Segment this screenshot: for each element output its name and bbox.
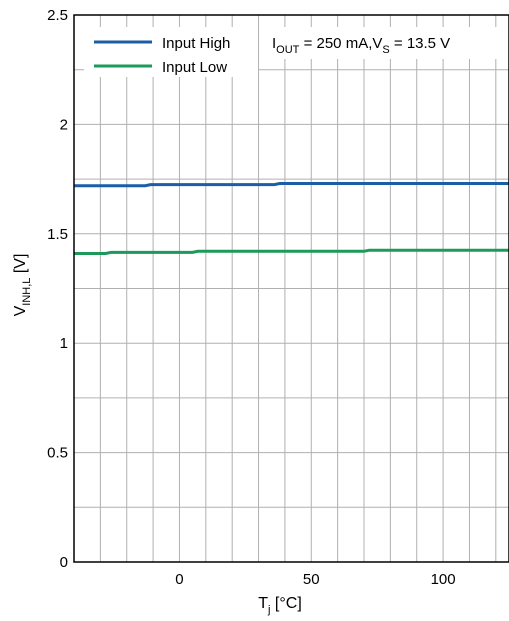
series-line-input-high [74, 182, 509, 188]
series-line-input-low [74, 248, 509, 255]
y-tick-label: 1 [60, 335, 68, 352]
plot-frame [73, 14, 509, 563]
y-axis-label: VINH,L [V] [12, 254, 33, 317]
x-tick-label: 0 [175, 571, 183, 588]
y-tick-label: 0 [60, 554, 68, 571]
legend-box [84, 27, 258, 77]
grid [74, 15, 509, 562]
tick-labels: 0 0.5 1 1.5 2 2.5 0 50 100 [47, 7, 455, 588]
conditions-annotation: IOUT = 250 mA,VS = 13.5 V [272, 35, 450, 56]
y-tick-label: 2 [60, 116, 68, 133]
series-lines [74, 182, 509, 255]
legend-label-input-low: Input Low [162, 59, 227, 76]
annotation-background [268, 27, 498, 59]
x-tick-label: 50 [303, 571, 320, 588]
legend: Input High Input Low [84, 27, 258, 77]
annotation-box: IOUT = 250 mA,VS = 13.5 V [268, 27, 498, 59]
legend-label-input-high: Input High [162, 35, 230, 52]
y-tick-label: 1.5 [47, 226, 68, 243]
x-axis-label: Tj [°C] [258, 595, 302, 616]
y-tick-label: 2.5 [47, 7, 68, 24]
y-tick-label: 0.5 [47, 445, 68, 462]
x-tick-label: 100 [431, 571, 456, 588]
